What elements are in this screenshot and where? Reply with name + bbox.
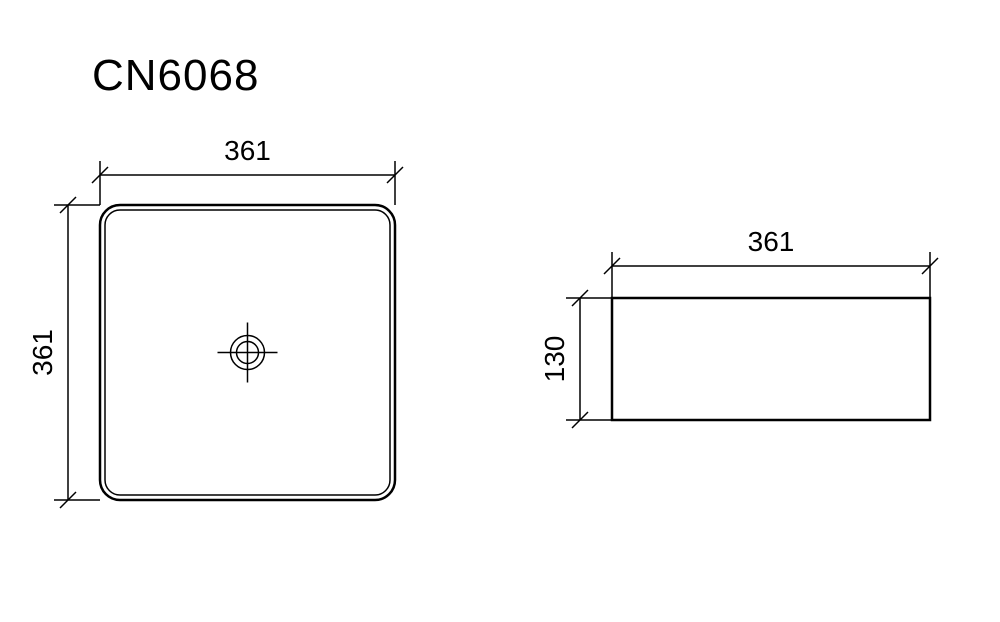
side-view-outline xyxy=(612,298,930,420)
side-view-dim-width: 361 xyxy=(604,226,938,298)
dim-label: 130 xyxy=(539,336,570,383)
drawing-title: CN6068 xyxy=(92,51,259,100)
dim-label: 361 xyxy=(224,135,271,166)
drain-icon xyxy=(218,323,278,383)
top-view-dim-width: 361 xyxy=(92,135,403,205)
top-view xyxy=(100,205,395,500)
dim-label: 361 xyxy=(748,226,795,257)
side-view xyxy=(612,298,930,420)
side-view-dim-height: 130 xyxy=(539,290,612,428)
dim-label: 361 xyxy=(27,329,58,376)
top-view-dim-height: 361 xyxy=(27,197,100,508)
